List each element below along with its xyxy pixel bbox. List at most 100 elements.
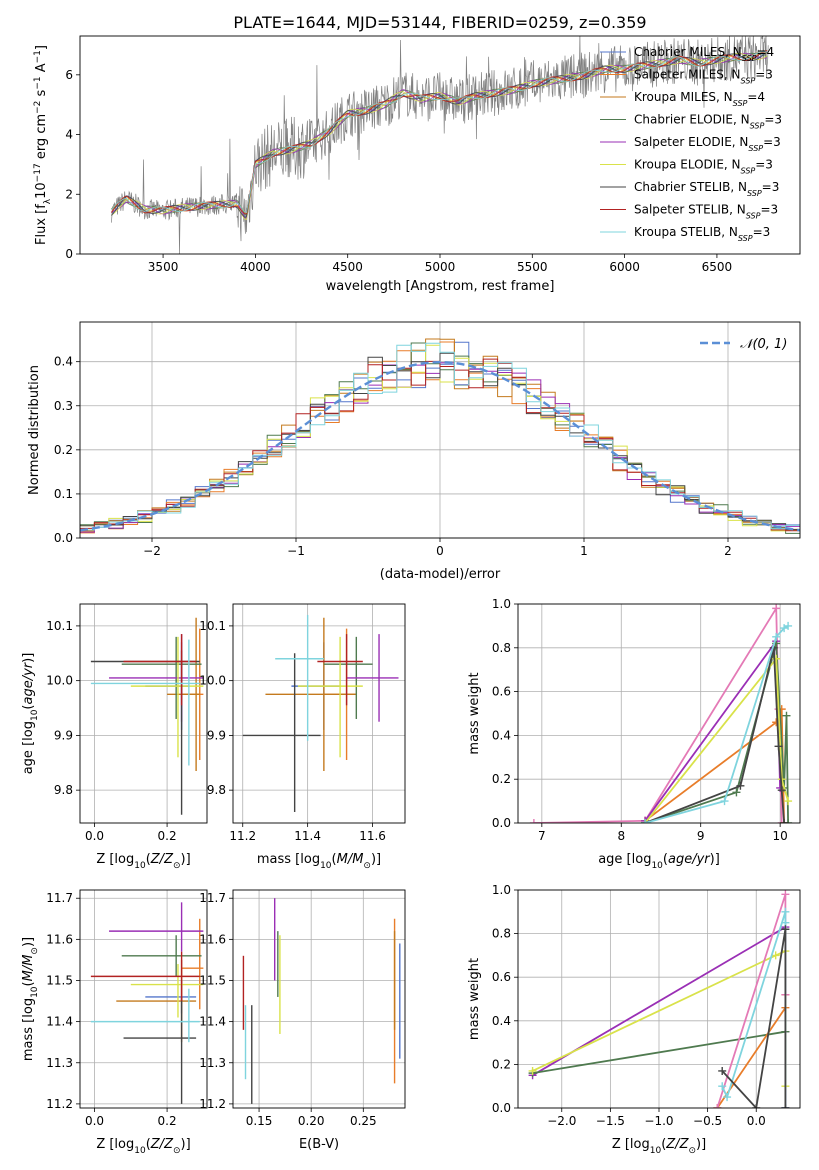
model-spectrum [111, 50, 768, 215]
error-point [181, 918, 204, 1010]
y-tick-label: 11.4 [199, 1015, 226, 1029]
y-tick-label: 0.0 [492, 1101, 511, 1115]
error-point [275, 614, 324, 741]
legend-label: Kroupa STELIB, NSSP=3 [634, 225, 770, 243]
x-tick-label: 10 [773, 829, 788, 843]
error-point [90, 639, 200, 766]
error-point [130, 964, 204, 1018]
x-tick-label: 5500 [517, 260, 548, 274]
axes-frame [79, 603, 208, 824]
weight-marker [718, 1082, 727, 1091]
error-point [90, 951, 200, 1002]
y-tick-label: 11.6 [199, 932, 226, 946]
weight-marker [784, 621, 793, 630]
y-axis-label: mass weight [467, 958, 482, 1040]
legend-label: Chabrier ELODIE, NSSP=3 [634, 113, 782, 131]
x-tick-label: 5000 [425, 260, 456, 274]
plot-area [242, 898, 401, 1104]
x-tick-label: 4500 [332, 260, 363, 274]
legend-label: Kroupa MILES, NSSP=4 [634, 90, 765, 108]
weight-marker [771, 951, 780, 960]
x-tick-label: 0.15 [246, 1114, 273, 1128]
residuals-panel: −2 −1 0 1 2 0.0 0.1 0.2 0.3 0.4 (data-model)/error… [27, 321, 801, 582]
axes-frame [79, 35, 801, 255]
x-tick-label: 1 [580, 544, 588, 558]
x-tick-label: −0.5 [693, 1114, 722, 1128]
weight-marker [723, 1093, 732, 1102]
y-tick-label: 9.9 [207, 728, 226, 742]
y-axis-label: Normed distribution [27, 365, 42, 495]
weight-marker [732, 788, 741, 797]
figure-title: PLATE=1644, MJD=53144, FIBERID=0259, z=0… [233, 13, 646, 32]
data-edge [110, 212, 112, 254]
error-point [317, 634, 363, 706]
x-tick-label: 6500 [702, 260, 733, 274]
weight-marker [718, 1066, 727, 1075]
weight-marker [529, 819, 538, 823]
plot-area [110, 36, 769, 254]
y-tick-label: 11.6 [46, 932, 73, 946]
y-tick-label: 0.0 [492, 816, 511, 830]
weight-line [533, 605, 783, 823]
axes-frame [79, 889, 208, 1109]
legend-label: Salpeter ELODIE, NSSP=3 [634, 135, 781, 153]
weight-marker [713, 1104, 722, 1108]
plot-area [90, 617, 204, 815]
model-spectrum [111, 52, 768, 220]
weight-line [532, 1030, 786, 1074]
axes-frame [79, 321, 801, 539]
y-tick-label: 0.8 [492, 641, 511, 655]
axes-frame [517, 603, 801, 824]
plot-area [90, 902, 204, 1104]
y-tick-label: 0.2 [54, 443, 73, 457]
y-tick-label: 11.7 [46, 891, 73, 905]
y-tick-label: 0.4 [492, 1014, 511, 1028]
x-tick-label: 11.6 [359, 829, 386, 843]
x-tick-label: 0.0 [85, 829, 104, 843]
y-tick-label: 11.3 [199, 1056, 226, 1070]
y-tick-label: 11.5 [46, 973, 73, 987]
legend-label: 𝒩(0, 1) [740, 337, 787, 352]
x-tick-label: 3500 [148, 260, 179, 274]
y-tick-label: 11.2 [199, 1097, 226, 1111]
weight-marker [772, 604, 781, 613]
weight-marker [781, 1104, 790, 1108]
error-point [123, 634, 197, 706]
x-axis-label: (data-model)/error [380, 567, 501, 582]
weight-line [644, 638, 781, 822]
y-tick-label: 0.3 [54, 399, 73, 413]
y-axis-label: Flux [fλ10−17 erg cm−2 s−1 A−1] [33, 45, 53, 245]
weight-line [644, 647, 785, 823]
y-tick-label: 10.1 [46, 619, 73, 633]
weight-marker [781, 907, 790, 916]
plot-area [528, 890, 790, 1108]
weight-marker [641, 819, 650, 823]
x-tick-label: −2 [143, 544, 161, 558]
error-point [116, 959, 197, 1043]
x-tick-label: 0.20 [298, 1114, 325, 1128]
y-tick-label: 0.2 [492, 772, 511, 786]
y-tick-label: 1.0 [492, 597, 511, 611]
x-axis-label: mass [log10(M/M⊙)] [257, 852, 381, 871]
weight-marker [782, 711, 791, 720]
y-tick-label: 0.0 [54, 531, 73, 545]
y-axis-label: mass [log10(M/M⊙)] [21, 937, 40, 1061]
legend-label: Salpeter MILES, NSSP=3 [634, 68, 773, 86]
axes-frame [232, 603, 406, 824]
x-tick-label: −1 [287, 544, 305, 558]
x-axis-label: E(B-V) [299, 1137, 339, 1152]
y-axis-label: age [log10(age/yr)] [21, 653, 40, 775]
x-axis-label: age [log10(age/yr)] [598, 852, 720, 871]
weight-line [721, 929, 787, 1108]
y-tick-label: 11.4 [46, 1015, 73, 1029]
weight-vs-age-panel: 7 8 9 10 0.0 0.2 0.4 0.6 0.8 1.0 age [log10(age/yr… [467, 597, 801, 871]
x-tick-label: 0.0 [747, 1114, 766, 1128]
x-axis-label: Z [log10(Z/Z⊙)] [96, 852, 190, 871]
x-tick-label: 0.0 [85, 1114, 104, 1128]
y-tick-label: 9.9 [54, 728, 73, 742]
legend-label: Chabrier MILES, NSSP=4 [634, 45, 774, 63]
legend-label: Salpeter STELIB, NSSP=3 [634, 203, 778, 221]
y-tick-label: 11.3 [46, 1056, 73, 1070]
y-tick-label: 9.8 [207, 783, 226, 797]
